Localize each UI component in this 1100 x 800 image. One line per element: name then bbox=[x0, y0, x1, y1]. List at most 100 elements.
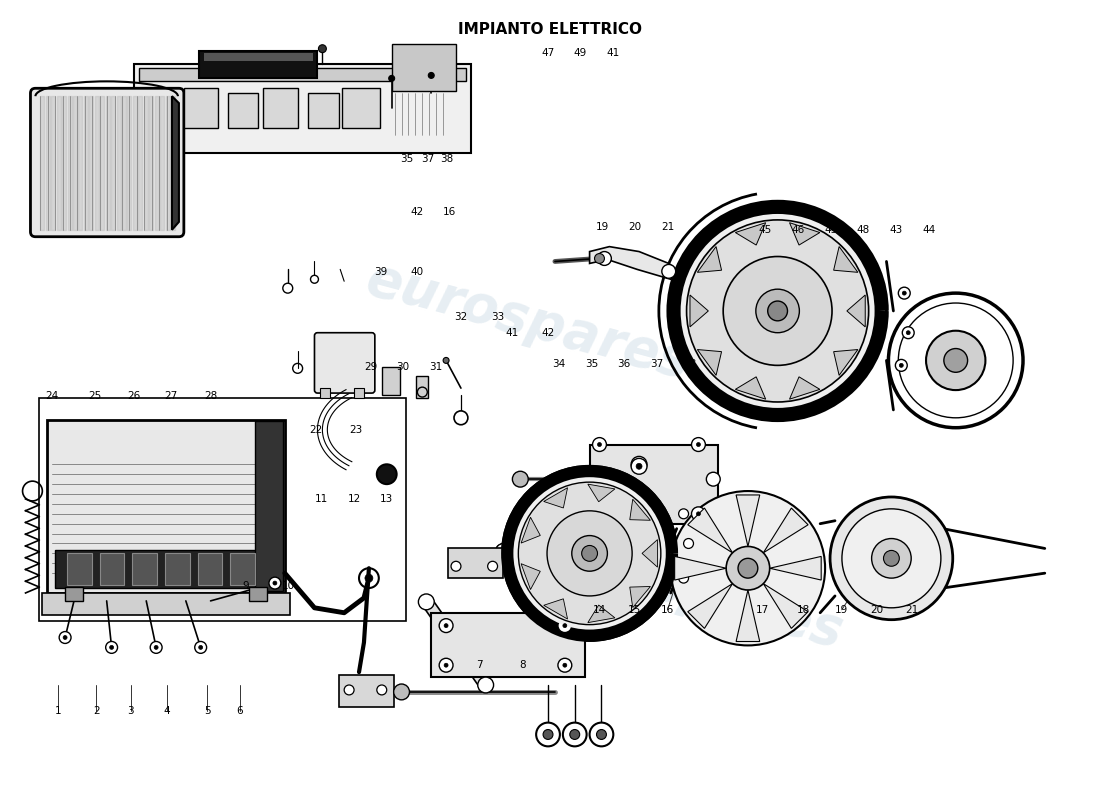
Bar bbox=[165, 554, 190, 585]
Bar bbox=[140, 67, 466, 82]
Circle shape bbox=[593, 438, 606, 451]
Text: 38: 38 bbox=[440, 154, 453, 163]
Circle shape bbox=[563, 722, 586, 746]
Text: 18: 18 bbox=[798, 605, 811, 614]
Circle shape bbox=[63, 635, 67, 639]
Polygon shape bbox=[674, 557, 726, 580]
Text: 17: 17 bbox=[756, 605, 769, 614]
Circle shape bbox=[477, 677, 494, 693]
Polygon shape bbox=[521, 518, 540, 543]
Bar bbox=[230, 554, 255, 585]
Text: 41: 41 bbox=[505, 328, 518, 338]
Text: 48: 48 bbox=[857, 225, 870, 234]
Circle shape bbox=[318, 45, 327, 53]
Text: 37: 37 bbox=[421, 154, 434, 163]
Text: 2: 2 bbox=[92, 706, 99, 716]
Text: 38: 38 bbox=[683, 359, 696, 370]
Circle shape bbox=[377, 464, 397, 484]
Bar bbox=[590, 445, 718, 524]
Circle shape bbox=[683, 538, 693, 549]
Text: 43: 43 bbox=[824, 225, 837, 234]
Bar bbox=[392, 44, 456, 91]
Polygon shape bbox=[590, 246, 679, 279]
Text: 30: 30 bbox=[396, 362, 409, 372]
Polygon shape bbox=[497, 458, 647, 558]
Bar bbox=[47, 420, 285, 593]
Polygon shape bbox=[587, 484, 615, 502]
Bar bbox=[431, 613, 584, 677]
Circle shape bbox=[570, 730, 580, 739]
Bar bbox=[354, 388, 364, 398]
Circle shape bbox=[669, 202, 887, 420]
Circle shape bbox=[631, 457, 647, 472]
Polygon shape bbox=[736, 222, 766, 245]
Bar bbox=[382, 367, 399, 395]
Circle shape bbox=[681, 214, 874, 408]
Circle shape bbox=[365, 574, 373, 582]
Bar bbox=[199, 50, 318, 78]
Bar bbox=[320, 388, 330, 398]
Circle shape bbox=[444, 624, 448, 628]
Circle shape bbox=[926, 330, 986, 390]
Text: 24: 24 bbox=[45, 391, 58, 401]
Text: 40: 40 bbox=[410, 266, 424, 277]
Circle shape bbox=[496, 543, 512, 559]
FancyBboxPatch shape bbox=[315, 333, 375, 393]
Circle shape bbox=[547, 511, 632, 596]
Polygon shape bbox=[790, 377, 820, 399]
Text: 35: 35 bbox=[585, 359, 598, 370]
Text: 15: 15 bbox=[628, 605, 641, 614]
Circle shape bbox=[895, 359, 908, 371]
Circle shape bbox=[696, 442, 701, 446]
Polygon shape bbox=[543, 488, 568, 508]
Polygon shape bbox=[790, 222, 820, 245]
Bar bbox=[184, 88, 219, 128]
Text: 49: 49 bbox=[574, 48, 587, 58]
Circle shape bbox=[692, 507, 705, 521]
Bar bbox=[417, 376, 428, 398]
Circle shape bbox=[662, 265, 675, 278]
Circle shape bbox=[514, 477, 666, 630]
Circle shape bbox=[454, 411, 467, 425]
Circle shape bbox=[344, 685, 354, 695]
Text: 39: 39 bbox=[375, 266, 388, 277]
Polygon shape bbox=[688, 508, 733, 553]
Polygon shape bbox=[697, 246, 722, 272]
Text: 16: 16 bbox=[443, 206, 456, 217]
Circle shape bbox=[631, 458, 647, 474]
Circle shape bbox=[696, 512, 701, 516]
Polygon shape bbox=[763, 508, 808, 553]
Text: 13: 13 bbox=[381, 494, 394, 504]
Text: IMPIANTO ELETTRICO: IMPIANTO ELETTRICO bbox=[458, 22, 642, 37]
Circle shape bbox=[756, 289, 800, 333]
Text: 41: 41 bbox=[606, 48, 619, 58]
Circle shape bbox=[558, 658, 572, 672]
Circle shape bbox=[597, 251, 612, 266]
Circle shape bbox=[686, 220, 869, 402]
Text: 33: 33 bbox=[491, 312, 505, 322]
Text: eurospares: eurospares bbox=[513, 522, 848, 658]
Circle shape bbox=[444, 663, 448, 667]
Circle shape bbox=[572, 535, 607, 571]
Text: 3: 3 bbox=[128, 706, 134, 716]
Text: 4: 4 bbox=[164, 706, 170, 716]
Circle shape bbox=[418, 594, 434, 610]
Polygon shape bbox=[587, 605, 615, 622]
Circle shape bbox=[723, 257, 832, 366]
Bar bbox=[42, 593, 289, 614]
Bar bbox=[134, 63, 471, 153]
Circle shape bbox=[582, 546, 597, 562]
Polygon shape bbox=[736, 495, 760, 546]
Bar bbox=[250, 587, 267, 601]
Circle shape bbox=[110, 646, 113, 650]
Circle shape bbox=[883, 550, 900, 566]
Bar bbox=[229, 94, 258, 128]
Circle shape bbox=[543, 730, 553, 739]
Circle shape bbox=[283, 283, 293, 293]
Text: 19: 19 bbox=[595, 222, 609, 233]
Text: 11: 11 bbox=[315, 494, 328, 504]
Polygon shape bbox=[421, 598, 491, 689]
Text: 44: 44 bbox=[922, 225, 935, 234]
Circle shape bbox=[830, 497, 953, 620]
Bar bbox=[40, 398, 406, 621]
